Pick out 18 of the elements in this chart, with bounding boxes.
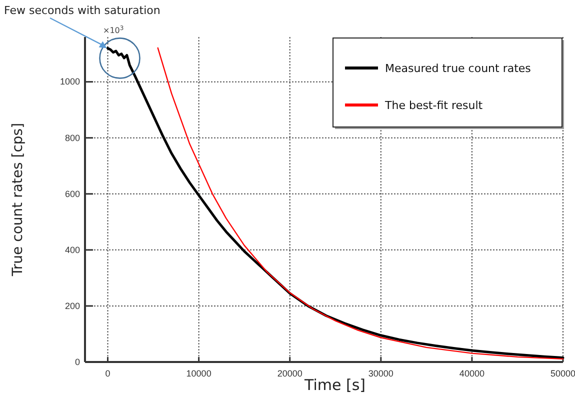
x-tick-label: 30000	[368, 368, 394, 378]
x-axis-title: Time [s]	[304, 376, 366, 394]
x-tick-label: 40000	[459, 368, 484, 378]
y-tick-label: 200	[64, 300, 80, 311]
text: ×10$^{3}$	[103, 24, 124, 35]
y-tick-label: 1000	[60, 76, 80, 87]
y-tick-label: 400	[64, 244, 80, 255]
x-tick-label: 10000	[186, 368, 212, 378]
x-tick-label: 50000	[550, 368, 575, 378]
y-tick-label: 0	[74, 356, 80, 367]
x-tick-label: 0	[105, 368, 110, 378]
y-tick-label: 600	[64, 188, 80, 199]
x-tick-label: 20000	[277, 368, 302, 378]
legend-label: Measured true count rates	[385, 62, 532, 75]
legend-label: The best-fit result	[384, 98, 484, 112]
y-axis-title: True count rates [cps]	[10, 122, 26, 278]
y-tick-label: 800	[64, 132, 80, 143]
text: Few seconds with saturation	[4, 4, 160, 17]
